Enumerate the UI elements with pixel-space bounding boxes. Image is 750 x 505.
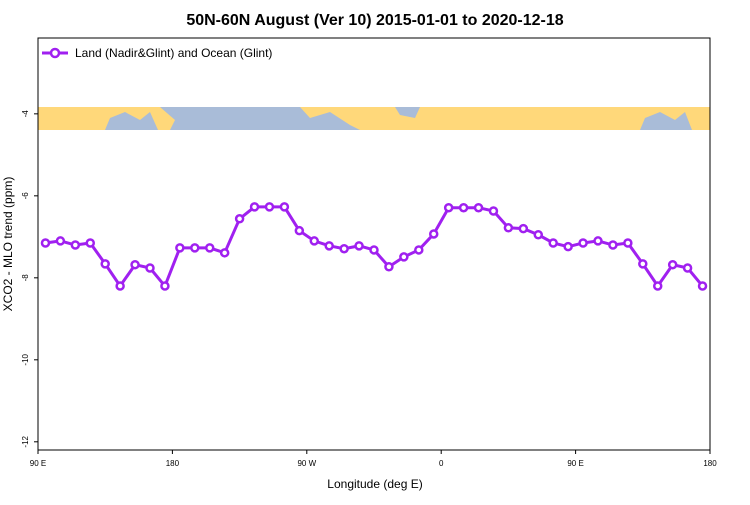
point <box>667 259 678 270</box>
point <box>369 245 379 255</box>
point <box>249 202 260 212</box>
point <box>100 259 110 269</box>
point <box>70 240 81 250</box>
legend-label: Land (Nadir&Glint) and Ocean (Glint) <box>75 46 272 60</box>
point <box>578 238 588 248</box>
point <box>414 245 424 255</box>
point <box>204 243 215 253</box>
x-axis-label: Longitude (deg E) <box>327 477 422 491</box>
y-tick-label: -6 <box>21 192 30 200</box>
point <box>697 281 708 291</box>
y-tick-label: -10 <box>21 353 30 365</box>
map-band <box>38 107 710 130</box>
point <box>294 225 305 236</box>
point <box>55 236 66 246</box>
y-tick-label: -8 <box>21 274 30 282</box>
point <box>145 263 155 273</box>
point <box>533 230 544 240</box>
point <box>130 259 140 270</box>
point <box>518 223 529 234</box>
x-tick-label: 90 E <box>567 459 583 468</box>
point <box>339 243 349 254</box>
point <box>473 202 484 213</box>
point <box>115 281 125 291</box>
point <box>399 252 409 262</box>
y-tick-label: -12 <box>21 435 30 447</box>
point <box>593 236 603 246</box>
y-tick-label: -4 <box>21 110 30 118</box>
point <box>264 202 275 212</box>
point <box>563 241 573 252</box>
x-tick-label: 180 <box>703 459 717 468</box>
point <box>324 241 334 251</box>
point <box>443 202 454 213</box>
point <box>652 281 663 291</box>
x-tick-label: 90 E <box>30 459 46 468</box>
point <box>682 263 693 273</box>
point <box>488 206 499 216</box>
point <box>279 202 290 212</box>
point <box>608 240 618 250</box>
x-tick-label: 90 W <box>297 459 316 468</box>
point <box>384 262 394 272</box>
point <box>458 202 469 213</box>
point <box>175 243 185 253</box>
legend-marker <box>49 47 61 59</box>
y-axis-label: XCO2 - MLO trend (ppm) <box>1 177 15 312</box>
point <box>40 238 51 248</box>
point <box>638 259 648 269</box>
point <box>219 248 230 258</box>
point <box>190 243 200 253</box>
chart-title: 50N-60N August (Ver 10) 2015-01-01 to 20… <box>186 12 563 29</box>
point <box>623 238 633 248</box>
point <box>548 238 558 248</box>
point <box>428 229 439 239</box>
point <box>354 241 364 251</box>
x-tick-label: 180 <box>166 459 180 468</box>
x-tick-label: 0 <box>439 459 444 468</box>
point <box>160 281 170 291</box>
point <box>85 238 96 248</box>
plot-frame <box>37 37 711 451</box>
point <box>503 223 514 233</box>
point <box>309 236 320 246</box>
point <box>234 214 245 224</box>
